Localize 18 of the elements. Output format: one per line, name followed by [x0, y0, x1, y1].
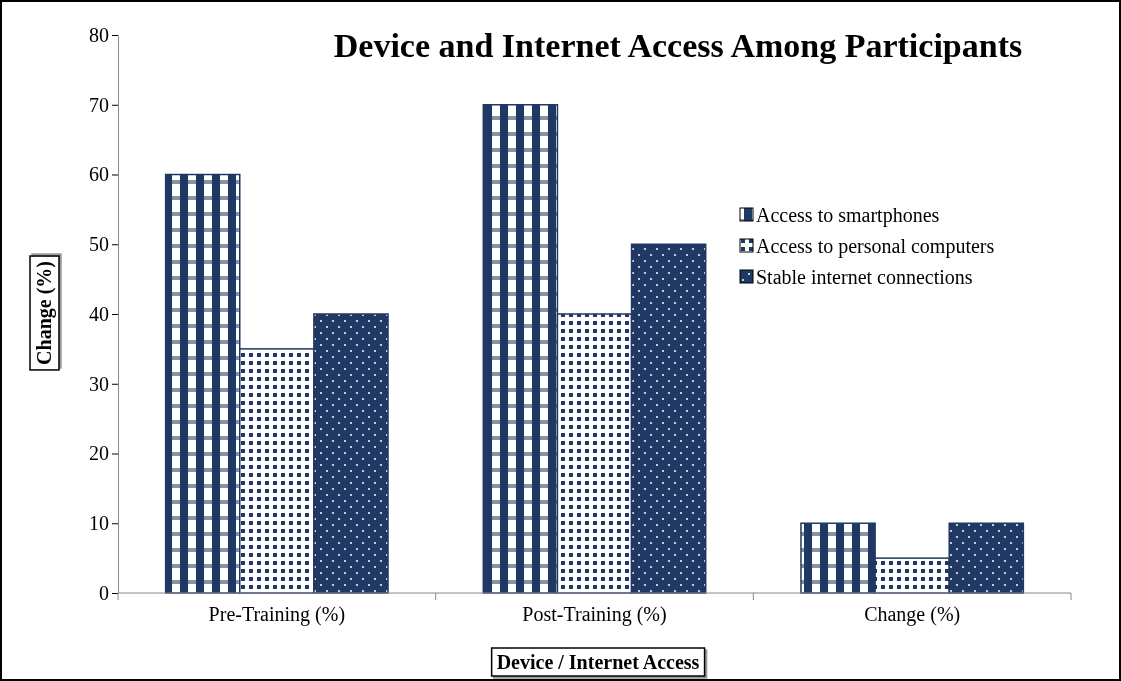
- chart-title: Device and Internet Access Among Participants: [333, 27, 1023, 64]
- x-axis-title: Device / Internet Access: [496, 651, 700, 673]
- y-tick-label: 50: [89, 233, 109, 256]
- legend-label: Access to smartphones: [756, 204, 940, 227]
- y-tick-label: 20: [89, 442, 109, 465]
- x-tick-label: Pre-Training (%): [208, 603, 346, 627]
- y-tick-label: 0: [99, 581, 109, 604]
- x-tick-label: Post-Training (%): [522, 603, 667, 627]
- x-tick-label: Change (%): [864, 603, 961, 627]
- y-tick-label: 60: [89, 163, 109, 186]
- legend-label: Access to personal computers: [756, 235, 995, 258]
- y-tick-label: 40: [89, 302, 109, 325]
- legend-label: Stable internet connections: [756, 266, 973, 288]
- y-tick-label: 30: [89, 372, 109, 395]
- y-tick-label: 70: [89, 93, 109, 116]
- y-tick-label: 10: [89, 512, 109, 535]
- y-axis-title: Change (%): [33, 261, 56, 365]
- y-tick-label: 80: [89, 23, 109, 46]
